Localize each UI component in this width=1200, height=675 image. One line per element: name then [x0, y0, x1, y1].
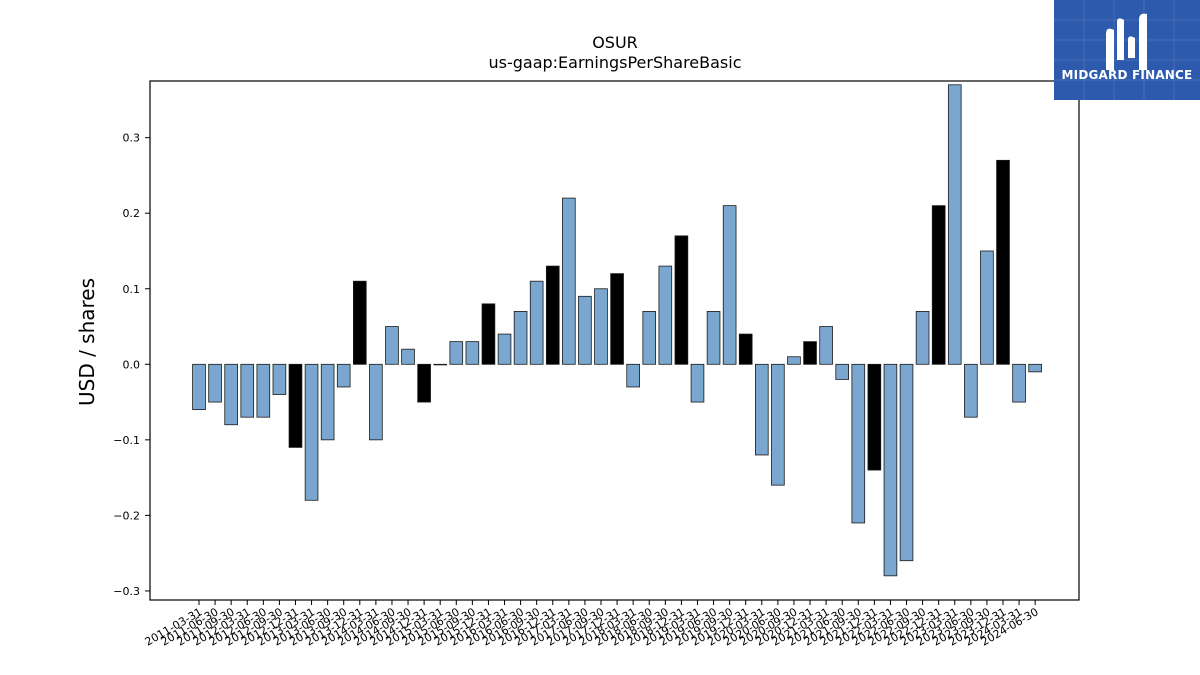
y-tick-label: 0.3 [123, 132, 141, 145]
bar-2018-12-31 [674, 235, 689, 365]
plot-frame [149, 80, 1080, 601]
y-tick-label: −0.2 [113, 509, 140, 522]
bar-2023-12-31 [996, 159, 1010, 365]
bar-2024-03-31 [1012, 363, 1026, 403]
y-tick-label: −0.3 [113, 585, 140, 598]
bar-2016-09-30 [529, 280, 544, 365]
bar-2015-06-30 [449, 341, 464, 365]
bar-2017-03-31 [562, 197, 576, 365]
bar-2021-06-30 [835, 363, 849, 380]
y-tick-label: 0.1 [123, 283, 141, 296]
bar-2011-06-30 [208, 363, 222, 403]
chart-subtitle: us-gaap:EarningsPerShareBasic [488, 53, 741, 72]
bar-2023-09-30 [980, 250, 994, 365]
bar-2012-06-30 [256, 363, 271, 418]
bar-2023-03-31 [947, 84, 962, 365]
bar-2020-03-31 [755, 363, 769, 456]
bar-2013-09-30 [336, 363, 351, 388]
bar-2021-09-30 [851, 363, 866, 524]
bar-2016-03-31 [497, 333, 512, 365]
bar-2016-06-30 [513, 311, 528, 365]
bar-2019-06-30 [706, 311, 721, 365]
bar-2022-12-31 [931, 205, 946, 365]
bar-2012-12-31 [288, 363, 303, 448]
bar-2013-12-31 [352, 280, 367, 365]
y-tick-label: 0.0 [123, 358, 141, 371]
bar-2015-03-31 [433, 363, 447, 366]
bar-2014-03-31 [369, 363, 383, 441]
bar-2011-03-31 [192, 363, 206, 411]
x-ticks-group: 2011-03-312011-06-302011-09-302012-03-31… [143, 600, 1041, 649]
bar-2012-03-31 [240, 363, 255, 418]
bar-2018-03-31 [626, 363, 640, 388]
bar-2016-12-31 [545, 265, 560, 365]
bars-group [192, 84, 1042, 577]
bar-2015-12-31 [481, 303, 496, 365]
bar-2020-06-30 [771, 363, 785, 486]
bar-2022-03-31 [883, 363, 898, 577]
bar-2018-09-30 [658, 265, 673, 365]
bar-2014-09-30 [401, 348, 415, 365]
bar-2024-06-30 [1028, 363, 1042, 373]
bar-2014-06-30 [385, 326, 399, 365]
bar-2021-03-31 [819, 326, 833, 365]
logo-text: MIDGARD FINANCE [1061, 68, 1193, 82]
bar-2019-09-30 [722, 205, 737, 365]
midgard-finance-logo: MIDGARD FINANCE [1054, 0, 1200, 100]
bar-2018-06-30 [642, 311, 657, 365]
y-ticks-group: −0.3 −0.2 −0.1 0.0 0.1 0.2 0.3 [113, 132, 150, 598]
bar-2011-09-30 [224, 363, 238, 426]
bar-2020-12-31 [803, 341, 817, 365]
bar-2022-09-30 [915, 311, 930, 365]
y-tick-label: −0.1 [113, 434, 140, 447]
bar-2017-12-31 [610, 273, 624, 365]
bar-2014-12-31 [417, 363, 431, 403]
chart-title: OSUR [592, 33, 638, 52]
bar-2013-06-30 [320, 363, 335, 441]
bar-2013-03-31 [304, 363, 319, 501]
bar-2012-09-30 [272, 363, 287, 395]
bar-2020-09-30 [787, 356, 801, 365]
midgard-m-logo-icon [1054, 0, 1200, 100]
bar-2022-06-30 [899, 363, 914, 562]
bar-2017-09-30 [594, 288, 608, 365]
y-axis-label: USD / shares [75, 278, 99, 406]
bar-2017-06-30 [578, 295, 592, 365]
bar-2019-12-31 [738, 333, 753, 365]
bar-2015-09-30 [465, 341, 480, 365]
y-tick-label: 0.2 [123, 207, 141, 220]
bar-2021-12-31 [867, 363, 882, 471]
bar-2023-06-30 [964, 363, 978, 418]
bar-2019-03-31 [690, 363, 705, 403]
